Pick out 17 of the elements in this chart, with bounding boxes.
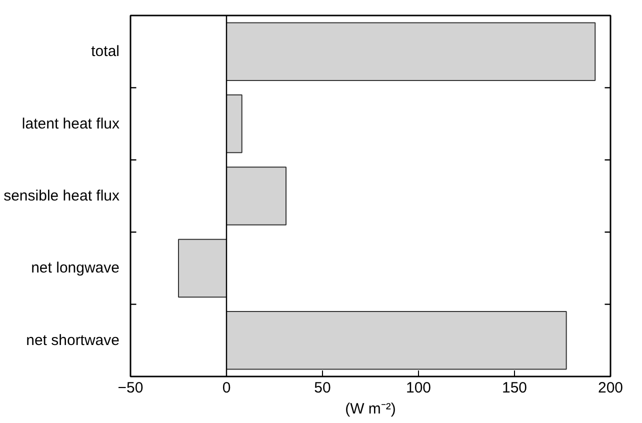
y-tick-label: net longwave [31,260,120,277]
bar [226,311,567,370]
x-tick-label: 0 [222,380,231,396]
y-tick-label: net shortwave [26,332,120,349]
x-tick-label: 150 [502,380,528,396]
bar [226,166,287,226]
y-tick-label: latent heat flux [22,115,120,132]
y-tick-label: total [91,43,120,60]
x-tick-label: −50 [118,380,144,396]
bar [226,22,596,81]
bar [178,238,227,298]
y-tick-label: sensible heat flux [4,188,120,204]
x-tick-label: 100 [406,380,432,396]
bar [226,94,242,154]
x-tick-label: 50 [314,380,331,396]
x-tick-label: 200 [598,380,624,396]
x-axis-title: (W m⁻²) [345,400,396,418]
